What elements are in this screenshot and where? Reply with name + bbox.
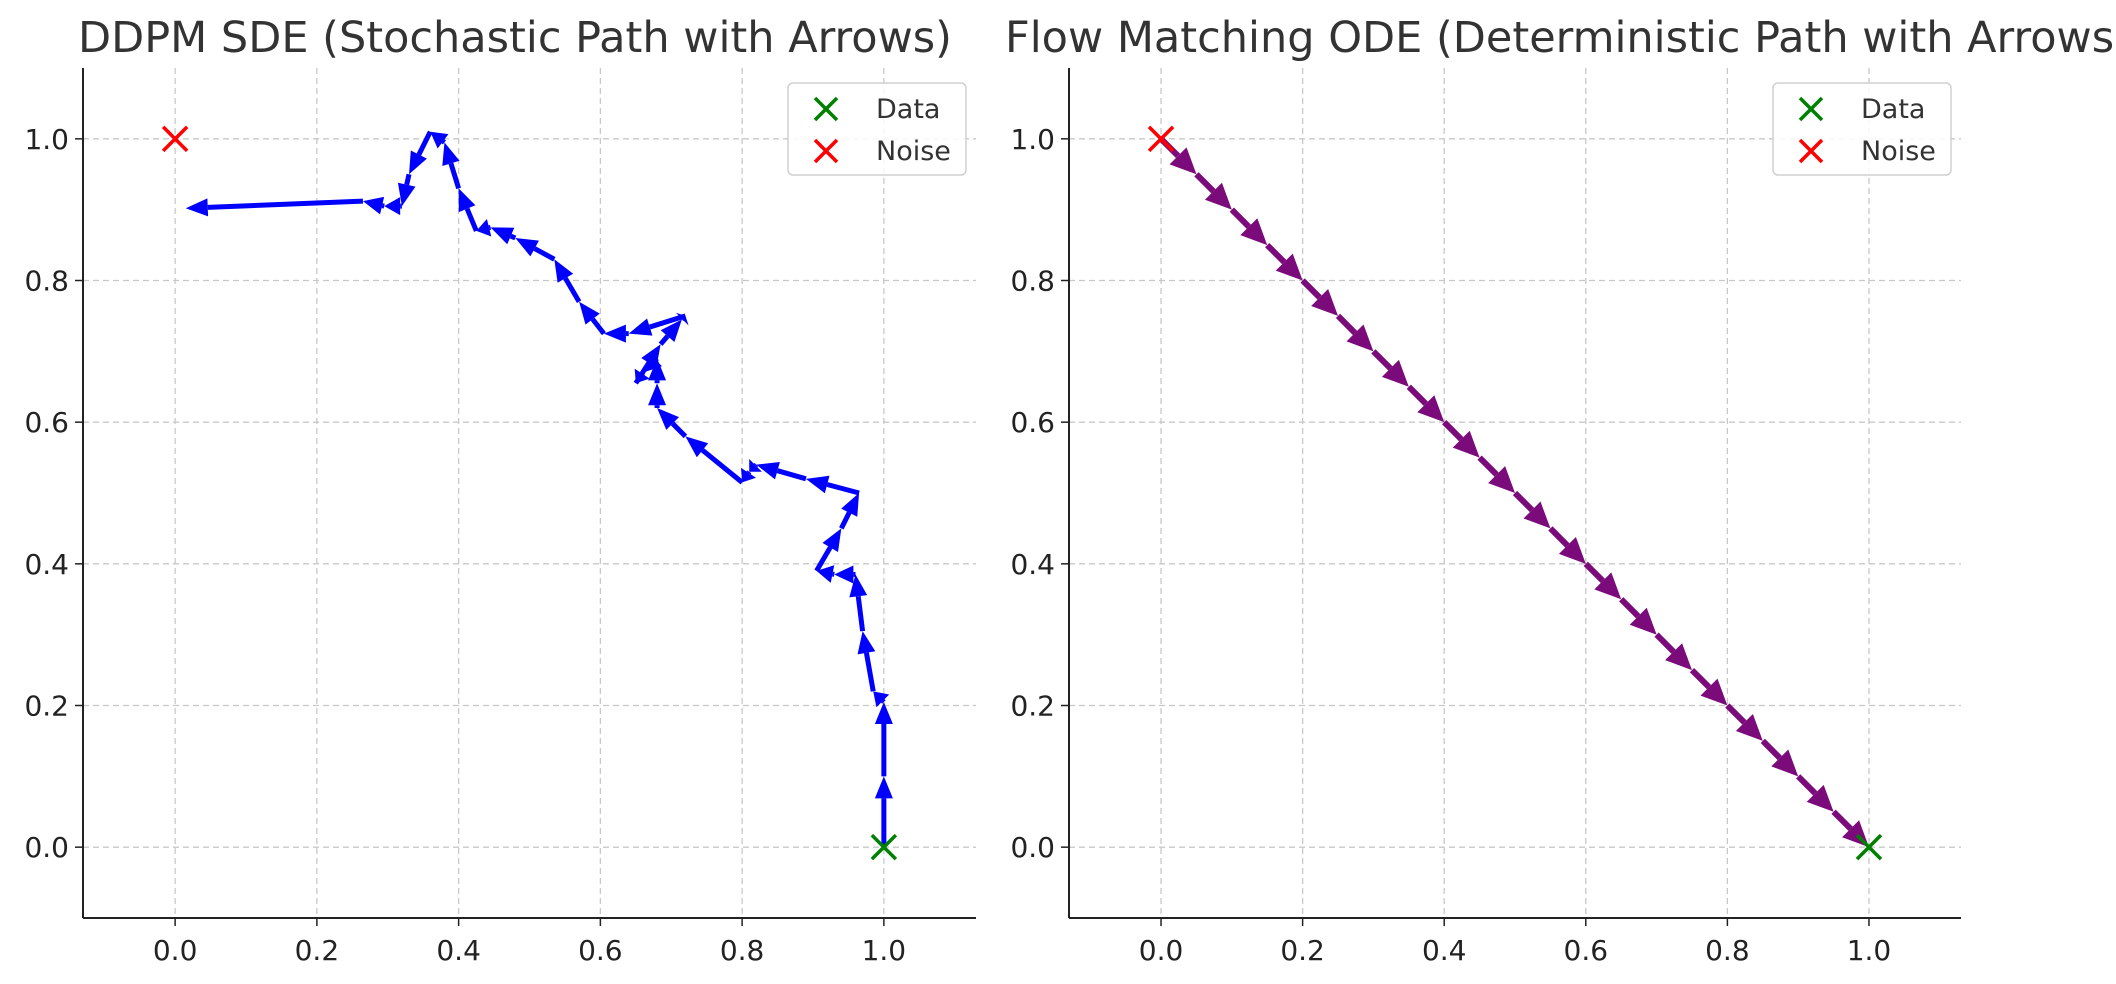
ddpm-sde-panel: DDPM SDE (Stochastic Path with Arrows) 0… xyxy=(24,13,976,967)
x-tick-label: 0.8 xyxy=(1705,934,1750,967)
arrow-segment xyxy=(1338,316,1373,351)
y-tick-label: 0.4 xyxy=(24,548,69,581)
y-tick-label: 0.6 xyxy=(1010,406,1055,439)
legend-label: Noise xyxy=(1861,136,1936,167)
arrow-segment xyxy=(648,383,666,408)
arrow-segment xyxy=(579,302,604,334)
legend: Data Noise xyxy=(788,83,966,175)
ticks: 0.0 0.2 0.4 0.6 0.8 1.0 0.0 0.2 0.4 0.6 0.8 1.0 xyxy=(1010,123,1891,967)
y-tick-label: 0.6 xyxy=(24,406,69,439)
y-tick-label: 0.0 xyxy=(24,831,69,864)
x-tick-label: 0.6 xyxy=(578,934,623,967)
arrow-segment xyxy=(398,174,416,206)
arrow-segment xyxy=(1373,351,1408,386)
arrow-segment xyxy=(685,436,742,482)
arrow-segment xyxy=(186,198,363,216)
arrow-segment xyxy=(1727,706,1762,741)
ticks: 0.0 0.2 0.4 0.6 0.8 1.0 0.0 0.2 0.4 0.6 0.8 1.0 xyxy=(24,123,906,967)
y-tick-label: 0.4 xyxy=(1010,548,1055,581)
flow-matching-ode-panel: Flow Matching ODE (Deterministic Path wi… xyxy=(1005,13,2116,967)
x-tick-label: 0.0 xyxy=(153,934,198,967)
arrow-segment xyxy=(858,631,876,691)
legend-label: Noise xyxy=(876,136,951,167)
x-tick-label: 0.0 xyxy=(1139,934,1184,967)
arrow-segment xyxy=(476,219,491,236)
markers xyxy=(163,127,896,859)
arrow-segment xyxy=(806,476,859,493)
arrow-segment xyxy=(657,408,685,436)
arrow-segment xyxy=(491,227,516,244)
x-tick-label: 0.4 xyxy=(1422,934,1467,967)
arrow-segment xyxy=(875,776,893,847)
x-tick-label: 0.2 xyxy=(1280,934,1325,967)
arrow-segment xyxy=(1480,458,1515,493)
arrow-segment xyxy=(1692,670,1727,705)
arrow-segment xyxy=(1798,776,1833,811)
arrow-segment xyxy=(1444,422,1479,457)
y-tick-label: 0.8 xyxy=(24,265,69,298)
arrow-segment xyxy=(841,493,859,528)
arrow-segment xyxy=(1515,493,1550,528)
arrow-segment xyxy=(817,528,842,571)
legend: Data Noise xyxy=(1773,83,1951,175)
arrow-segment xyxy=(756,462,806,479)
arrow-segment xyxy=(363,197,384,215)
arrow-segment xyxy=(1657,635,1692,670)
arrow-segment xyxy=(1303,281,1338,316)
arrow-segment xyxy=(1409,387,1444,422)
x-tick-label: 1.0 xyxy=(862,934,907,967)
arrow-segment xyxy=(1621,599,1656,634)
arrow-segment xyxy=(1586,564,1621,599)
x-tick-label: 1.0 xyxy=(1847,934,1892,967)
arrow-segment xyxy=(834,565,855,583)
arrow-segment xyxy=(1232,210,1267,245)
arrow-segment xyxy=(1196,174,1231,209)
grid xyxy=(83,68,976,918)
arrow-segment xyxy=(459,188,477,231)
arrow-segment xyxy=(604,325,629,343)
arrow-segment xyxy=(515,238,554,259)
y-tick-label: 1.0 xyxy=(24,123,69,156)
y-tick-label: 0.8 xyxy=(1010,265,1055,298)
legend-label: Data xyxy=(876,94,940,125)
arrow-segment xyxy=(1267,245,1302,280)
arrow-segment xyxy=(849,574,867,631)
arrow-path xyxy=(186,132,893,847)
chart-title: Flow Matching ODE (Deterministic Path wi… xyxy=(1005,13,2116,63)
arrow-segment xyxy=(384,197,402,215)
arrow-segment xyxy=(442,142,459,188)
x-tick-label: 0.2 xyxy=(295,934,340,967)
x-tick-label: 0.8 xyxy=(720,934,765,967)
arrow-path xyxy=(1161,139,1869,847)
y-tick-label: 0.2 xyxy=(24,690,69,723)
y-tick-label: 0.0 xyxy=(1010,831,1055,864)
legend-label: Data xyxy=(1861,94,1925,125)
arrow-segment xyxy=(1763,741,1798,776)
y-tick-label: 1.0 xyxy=(1010,123,1055,156)
chart-title: DDPM SDE (Stochastic Path with Arrows) xyxy=(78,13,952,63)
y-tick-label: 0.2 xyxy=(1010,690,1055,723)
arrow-segment xyxy=(1550,528,1585,563)
arrow-segment xyxy=(409,132,430,175)
x-tick-label: 0.6 xyxy=(1564,934,1609,967)
x-tick-label: 0.4 xyxy=(436,934,481,967)
arrow-segment xyxy=(875,702,893,776)
